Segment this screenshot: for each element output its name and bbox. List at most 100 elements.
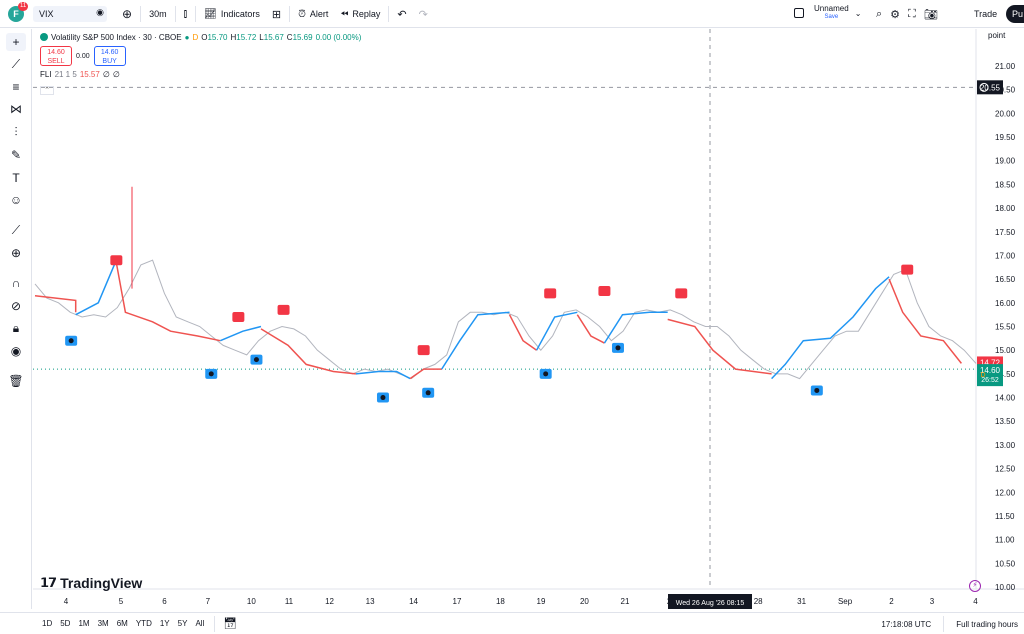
collapse-legend-icon[interactable]: ⌃ [40, 86, 54, 95]
ohlc-low: L15.67 [259, 32, 284, 42]
ohlc-close: C15.69 [286, 32, 313, 42]
indicator-legend[interactable]: FLI 21 1 5 15.57 ∅ ∅ [40, 70, 120, 79]
range-1m[interactable]: 1M [78, 619, 90, 628]
fib-icon[interactable]: ≡ [12, 80, 20, 94]
templates-icon[interactable]: ⊞ [271, 8, 282, 21]
undo-icon[interactable]: ↶ [397, 8, 407, 21]
legend-title[interactable]: Volatility S&P 500 Index · 30 · CBOE [51, 32, 182, 42]
ruler-icon[interactable]: ⟋ [11, 222, 21, 237]
redo-icon[interactable]: ↷ [418, 8, 428, 21]
price-tick-label: 11.50 [995, 512, 1015, 521]
quick-search-icon[interactable]: ⌕ [876, 7, 883, 20]
time-tick-label: 4 [64, 597, 69, 606]
symbol-options-icon[interactable]: ◉ [96, 7, 104, 17]
indicator-value: 15.57 [79, 70, 100, 79]
time-tick-label: 13 [366, 597, 375, 606]
range-1d[interactable]: 1D [42, 619, 53, 628]
symbol-search[interactable]: VIX ◉ [33, 6, 107, 22]
magnet-icon[interactable]: ∩ [11, 276, 21, 290]
buy-button[interactable]: 14.60 BUY [93, 46, 126, 66]
price-tick-label: 21.00 [995, 62, 1016, 71]
range-5d[interactable]: 5D [60, 619, 71, 628]
signal-line-segment [355, 370, 411, 380]
signal-line-segment [508, 314, 538, 351]
price-tick-label: 20.00 [995, 109, 1016, 118]
buy-signal-marker-dot [425, 390, 431, 396]
publish-button[interactable]: Pu [1006, 5, 1024, 23]
price-tick-label: 13.00 [995, 441, 1016, 450]
range-ytd[interactable]: YTD [135, 619, 152, 628]
utc-clock[interactable]: 17:18:08 UTC [881, 619, 932, 629]
indicators-button[interactable]: 📈︎ Indicators [198, 0, 266, 28]
buy-signal-marker-dot [615, 345, 621, 351]
range-all[interactable]: All [195, 619, 205, 628]
time-tick-label: 5 [119, 597, 124, 606]
sell-signal-marker [277, 304, 290, 315]
scale-mode-label[interactable]: point [988, 31, 1006, 40]
brush-icon[interactable]: ✎ [10, 148, 22, 162]
settings-gear-icon[interactable]: ⚙︎ [890, 8, 901, 21]
bottom-bar: 1D 5D 1M 3M 6M YTD 1Y 5Y All 📅︎ 17:18:08… [0, 612, 1024, 634]
trash-icon[interactable]: 🗑︎ [8, 374, 24, 388]
chart-legend: Volatility S&P 500 Index · 30 · CBOE ● D… [40, 31, 361, 43]
price-tick-label: 20.50 [995, 86, 1016, 95]
legend-flag: D [192, 32, 199, 42]
buy-signal-marker-dot [208, 371, 214, 377]
sell-signal-marker [598, 285, 611, 296]
signal-line-segment [115, 262, 221, 342]
price-tick-label: 15.50 [995, 323, 1016, 332]
range-buttons: 1D 5D 1M 3M 6M YTD 1Y 5Y All 📅︎ [0, 615, 238, 632]
replay-icon: ⏪︎ [340, 8, 349, 20]
crosshair-icon[interactable]: + [6, 33, 26, 51]
sell-signal-marker [544, 288, 557, 299]
trend-line-icon[interactable]: ⟋ [11, 56, 21, 71]
range-6m[interactable]: 6M [116, 619, 128, 628]
time-tick-label: 7 [206, 597, 211, 606]
emoji-icon[interactable]: ☺ [9, 193, 23, 207]
camera-icon[interactable]: 📷︎ [923, 8, 938, 21]
price-tick-label: 19.50 [995, 133, 1016, 142]
divider [289, 6, 291, 22]
time-tick-label: 6 [162, 597, 167, 606]
drawing-lock-icon[interactable]: ⊘ [10, 299, 22, 313]
zoom-icon[interactable]: ⊕ [10, 246, 22, 260]
time-tick-label: 18 [496, 597, 505, 606]
eye-icon[interactable]: ◉ [10, 344, 22, 358]
tradingview-logo[interactable]: 𝟭𝟳 TradingView [40, 575, 142, 591]
text-icon[interactable]: T [12, 171, 20, 185]
chart-area[interactable]: 21.00 20.50 20.00 19.50 19.00 18.50 18.00 17.50… [33, 29, 1024, 612]
price-bars-series [34, 259, 977, 380]
replay-button[interactable]: ⏪︎ Replay [334, 0, 386, 28]
indicator-params: 21 1 5 [54, 70, 77, 79]
trade-button[interactable]: Trade [974, 9, 998, 19]
forecast-icon[interactable]: ⫶ [14, 124, 18, 139]
range-3m[interactable]: 3M [97, 619, 109, 628]
time-tick-label: 17 [453, 597, 462, 606]
legend-eye-icon[interactable]: ● [184, 32, 190, 42]
dividend-flag-label: D [980, 372, 985, 379]
pattern-icon[interactable]: ⋈ [10, 102, 22, 116]
lock-icon[interactable]: 🔒︎ [12, 320, 20, 335]
symbol-name: VIX [39, 9, 54, 19]
lightning-icon[interactable]: ⚡︎ [969, 580, 981, 592]
range-1y[interactable]: 1Y [159, 619, 170, 628]
sell-signal-marker [110, 255, 123, 266]
session-toggle[interactable]: Full trading hours [956, 619, 1018, 629]
interval-button[interactable]: 30m [149, 9, 167, 19]
time-tick-label: 21 [621, 597, 630, 606]
compare-add-icon[interactable]: ⊕ [122, 7, 133, 21]
layout-button[interactable]: Unnamed Save ⌄ [794, 4, 861, 22]
time-tick-label: Sep [838, 597, 853, 606]
sell-button[interactable]: 14.60 SELL [40, 46, 72, 66]
chart-type-icon[interactable]: ⫾ [183, 7, 188, 20]
buy-signal-marker-dot [253, 357, 259, 363]
fullscreen-icon[interactable]: ⛶ [908, 7, 916, 20]
date-range-icon[interactable]: 📅︎ [223, 618, 238, 630]
divider [195, 6, 197, 22]
indicators-icon: 📈︎ [204, 8, 217, 20]
alert-button[interactable]: ⏰︎ Alert [292, 0, 334, 28]
price-chart[interactable]: 21.0020.5020.0019.5019.0018.5018.0017.50… [33, 29, 1024, 612]
range-5y[interactable]: 5Y [177, 619, 188, 628]
crosshair-time-label: Wed 26 Aug '26 08:15 [676, 600, 745, 607]
time-tick-label: 4 [973, 597, 978, 606]
